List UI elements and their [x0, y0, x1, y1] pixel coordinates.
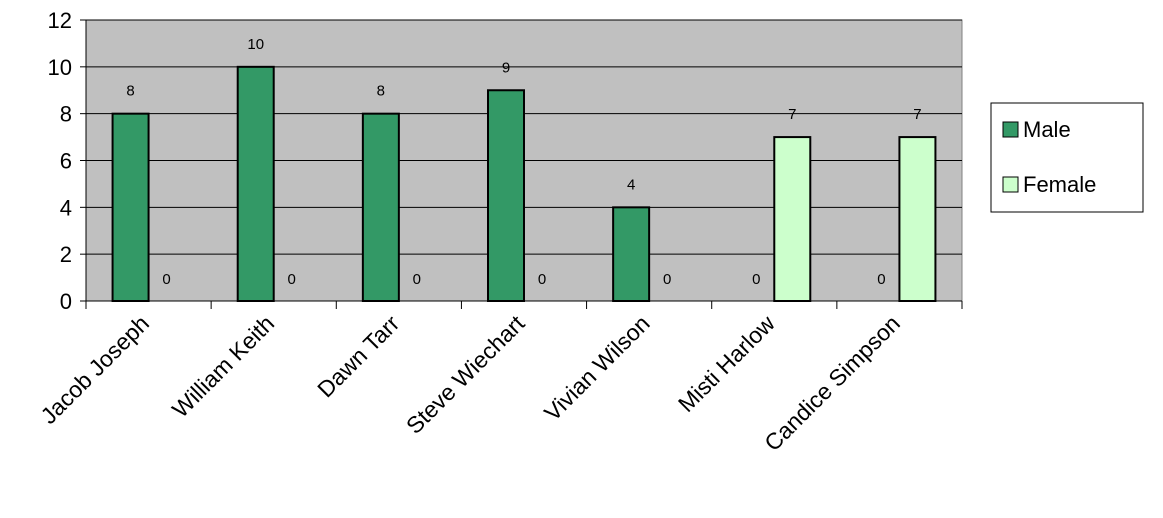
data-label: 0 — [752, 271, 760, 288]
data-labels: 8 0 10 0 8 0 9 0 4 0 0 7 0 7 — [126, 36, 921, 288]
legend-swatch-female — [1002, 176, 1019, 193]
bars — [111, 65, 937, 303]
data-label: 7 — [788, 106, 796, 123]
x-tick-label: Vivian Wilson — [539, 310, 655, 426]
x-tick-label: William Keith — [167, 310, 279, 422]
legend-label-female: Female — [1023, 172, 1096, 197]
gridlines — [86, 19, 962, 255]
bar-male — [111, 112, 150, 302]
data-label: 7 — [913, 106, 921, 123]
y-tick-label: 8 — [60, 102, 72, 127]
data-label: 0 — [413, 271, 421, 288]
data-label: 0 — [663, 271, 671, 288]
x-tick-label: Jacob Joseph — [35, 310, 154, 429]
data-label: 9 — [502, 59, 510, 76]
y-tick-label: 2 — [60, 242, 72, 267]
y-tick-label: 10 — [48, 55, 72, 80]
y-tick-label: 4 — [60, 195, 72, 220]
x-tick-label: Misti Harlow — [673, 310, 780, 417]
bar-male — [236, 65, 275, 303]
y-tick-label: 6 — [60, 149, 72, 174]
y-tick-label: 12 — [48, 8, 72, 33]
bar-male — [487, 89, 525, 302]
legend-label-male: Male — [1023, 117, 1071, 142]
data-label: 0 — [288, 271, 296, 288]
bar-male — [612, 206, 651, 302]
y-tick-label: 0 — [60, 289, 72, 314]
bar-male — [361, 112, 400, 302]
x-tick-label: Steve Wiechart — [401, 310, 530, 439]
data-label: 8 — [126, 83, 134, 100]
data-label: 8 — [377, 83, 385, 100]
data-label: 0 — [162, 271, 170, 288]
data-label: 0 — [877, 271, 885, 288]
data-label: 10 — [247, 36, 264, 53]
bar-female — [773, 136, 812, 302]
x-tick-label: Dawn Tarr — [312, 310, 404, 402]
legend: Male Female — [990, 102, 1144, 213]
x-tick-label: Candice Simpson — [759, 310, 905, 456]
legend-swatch-male — [1002, 121, 1019, 138]
data-label: 4 — [627, 176, 635, 193]
bar-female — [898, 136, 937, 302]
data-label: 0 — [538, 271, 546, 288]
legend-box — [990, 102, 1144, 213]
